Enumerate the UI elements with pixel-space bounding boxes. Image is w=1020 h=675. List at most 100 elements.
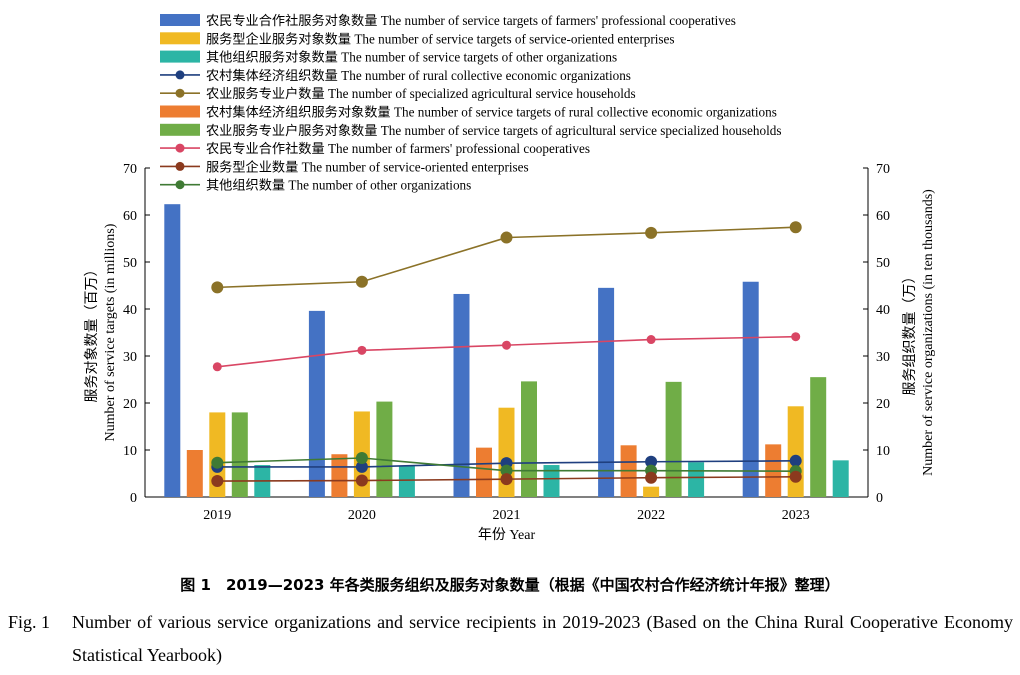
legend-label: 服务型企业服务对象数量 The number of service target… <box>206 30 675 46</box>
legend-swatch <box>160 105 200 118</box>
legend-label: 服务型企业数量 The number of service-oriented e… <box>206 158 529 174</box>
bar <box>186 450 203 497</box>
legend-item: 农村集体经济组织服务对象数量 The number of service tar… <box>160 105 777 120</box>
right-y-tick-label: 10 <box>876 444 890 459</box>
legend-swatch <box>160 123 200 136</box>
left-y-axis-label-en: Number of service targets (in millions) <box>103 223 118 441</box>
bar <box>543 465 560 497</box>
line-point <box>355 275 368 288</box>
bar <box>376 401 393 497</box>
legend-item: 农村集体经济组织数量 The number of rural collectiv… <box>160 68 631 83</box>
legend-swatch <box>160 50 200 63</box>
line-point <box>645 471 658 484</box>
bar <box>688 462 705 497</box>
bar <box>308 310 325 497</box>
x-tick-label: 2021 <box>493 508 521 523</box>
line-point <box>355 474 368 487</box>
bar <box>832 460 849 497</box>
x-tick-label: 2022 <box>637 508 665 523</box>
right-y-tick-label: 20 <box>876 397 890 412</box>
legend-marker <box>175 161 185 171</box>
legend-marker <box>175 180 185 190</box>
left-y-tick-label: 20 <box>123 397 137 412</box>
line-point <box>211 281 224 294</box>
figure-caption-label: Fig. 1 <box>8 612 51 632</box>
legend-marker <box>175 70 185 80</box>
line-point <box>211 456 224 469</box>
legend-item: 农民专业合作社服务对象数量 The number of service targ… <box>160 13 736 28</box>
line-point <box>500 473 513 486</box>
legend-marker <box>175 88 185 98</box>
legend-item: 农民专业合作社数量 The number of farmers' profess… <box>160 141 590 156</box>
left-y-tick-label: 70 <box>123 162 137 177</box>
x-tick-label: 2020 <box>348 508 376 523</box>
line-point <box>500 231 513 244</box>
bar <box>476 447 492 497</box>
legend-label: 其他组织服务对象数量 The number of service targets… <box>206 50 617 65</box>
figure-caption-cn: 图 1 2019—2023 年各类服务组织及服务对象数量（根据《中国农村合作经济… <box>180 576 840 594</box>
left-y-tick-label: 50 <box>123 256 137 271</box>
bar <box>164 204 181 497</box>
legend-item: 其他组织数量 The number of other organizations <box>160 178 471 193</box>
bar <box>787 406 804 497</box>
line-point <box>211 475 224 488</box>
line-point <box>789 221 802 234</box>
bar <box>598 287 615 497</box>
right-y-tick-label: 30 <box>876 350 890 365</box>
left-y-tick-label: 10 <box>123 444 137 459</box>
legend-item: 服务型企业服务对象数量 The number of service target… <box>160 30 675 46</box>
bar <box>643 486 660 497</box>
line-series <box>211 221 802 488</box>
right-y-tick-label: 70 <box>876 162 890 177</box>
x-tick-label: 2019 <box>203 508 231 523</box>
legend: 农民专业合作社服务对象数量 The number of service targ… <box>160 13 781 193</box>
bar <box>665 381 682 497</box>
left-y-tick-label: 60 <box>123 209 137 224</box>
left-y-tick-label: 40 <box>123 303 137 318</box>
x-axis-label: 年份 Year <box>478 527 536 543</box>
line-point <box>357 345 367 355</box>
legend-marker <box>175 143 185 153</box>
right-y-tick-label: 40 <box>876 303 890 318</box>
line-point <box>355 451 368 464</box>
legend-label: 农村集体经济组织数量 The number of rural collectiv… <box>206 68 631 83</box>
legend-label: 农业服务专业户数量 The number of specialized agri… <box>206 85 636 101</box>
legend-label: 其他组织数量 The number of other organizations <box>206 178 471 193</box>
line-point <box>355 460 368 473</box>
legend-label: 农业服务专业户服务对象数量 The number of service targ… <box>206 122 781 138</box>
right-y-tick-label: 0 <box>876 491 883 506</box>
line-point <box>789 454 802 467</box>
bar <box>453 293 470 497</box>
legend-label: 农民专业合作社数量 The number of farmers' profess… <box>206 141 590 156</box>
left-y-axis-label-cn: 服务对象数量（百万） <box>84 263 100 403</box>
line-point <box>646 335 656 345</box>
figure-caption-text: Number of various service organizations … <box>72 612 1013 665</box>
legend-item: 服务型企业数量 The number of service-oriented e… <box>160 158 529 174</box>
legend-label: 农村集体经济组织服务对象数量 The number of service tar… <box>206 105 777 120</box>
line-point <box>645 226 658 239</box>
left-y-tick-label: 0 <box>130 491 137 506</box>
x-tick-label: 2023 <box>782 508 810 523</box>
bar <box>209 412 226 497</box>
bar <box>398 465 415 497</box>
bar <box>331 454 348 497</box>
line-point <box>645 455 658 468</box>
line-point <box>789 470 802 483</box>
bar <box>742 281 759 497</box>
bar <box>810 377 827 497</box>
line-point <box>500 464 513 477</box>
figure-caption-en: Fig. 1 Number of various service organiz… <box>8 606 1013 672</box>
bar-series <box>164 204 849 497</box>
legend-swatch <box>160 14 200 26</box>
right-y-tick-label: 50 <box>876 256 890 271</box>
line-point <box>502 340 511 350</box>
legend-item: 其他组织服务对象数量 The number of service targets… <box>160 50 617 65</box>
line-point <box>791 332 801 342</box>
bar <box>231 412 248 497</box>
legend-item: 农业服务专业户数量 The number of specialized agri… <box>160 85 636 101</box>
legend-swatch <box>160 32 200 45</box>
legend-item: 农业服务专业户服务对象数量 The number of service targ… <box>160 122 781 138</box>
right-y-tick-label: 60 <box>876 209 890 224</box>
